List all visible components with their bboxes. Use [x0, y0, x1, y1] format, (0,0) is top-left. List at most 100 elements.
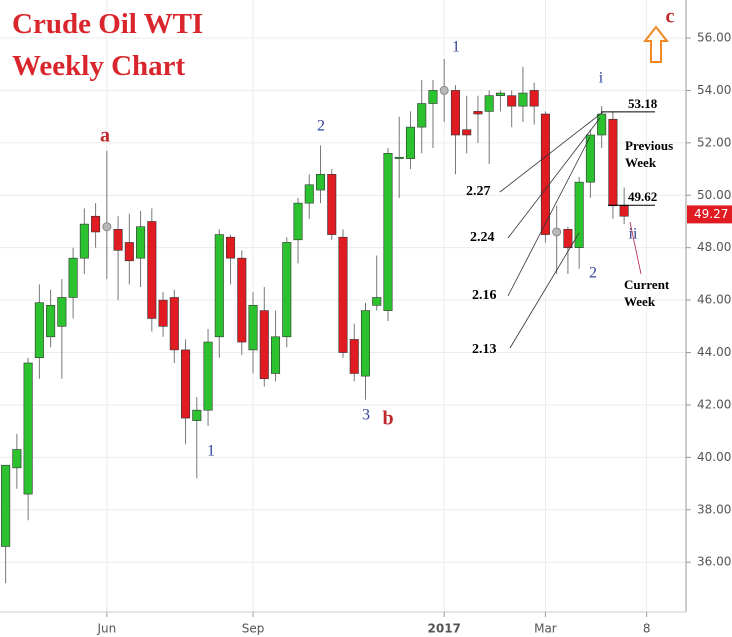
candle-body	[428, 90, 438, 104]
ratio-label: 2.13	[472, 342, 497, 357]
y-tick-label: 52.00	[697, 135, 731, 149]
wave-label: b	[382, 408, 393, 430]
y-tick-label: 46.00	[697, 293, 731, 307]
candle-body	[113, 229, 123, 251]
candle-body	[315, 173, 326, 191]
candle-body	[192, 409, 202, 421]
last-price-box	[687, 205, 732, 224]
candle-body	[394, 156, 404, 159]
candle-body	[259, 310, 269, 380]
candle-body	[338, 236, 348, 353]
candle-body	[23, 362, 33, 495]
note: Previous Week	[625, 138, 674, 170]
x-tick-label: 2017	[428, 622, 461, 636]
candle-body	[271, 336, 281, 374]
y-tick-label: 54.00	[697, 83, 731, 97]
candle-body	[181, 349, 191, 419]
wave-label: 3	[362, 407, 370, 424]
candle-body	[147, 221, 157, 319]
candle-body	[158, 299, 168, 327]
candle-body	[417, 103, 427, 128]
candle-body	[608, 118, 618, 207]
candle-body	[372, 297, 382, 306]
arrow-icon	[642, 25, 670, 63]
candle-doji	[439, 85, 449, 95]
candle-body	[237, 257, 247, 343]
y-tick-label: 38.00	[697, 502, 731, 516]
candle-body	[574, 181, 584, 248]
candle-body	[1, 464, 11, 547]
chart-subtitle: Weekly Chart	[12, 50, 186, 82]
y-tick-label: 48.00	[697, 240, 731, 254]
ratio-line	[507, 117, 601, 239]
x-tick-label: Jun	[96, 622, 116, 636]
candle-doji	[102, 222, 112, 232]
candle-body	[349, 339, 359, 374]
chart-title: Crude Oil WTI	[12, 8, 204, 40]
y-tick-label: 40.00	[697, 450, 731, 464]
candle-body	[124, 242, 134, 262]
candle-body	[518, 92, 528, 107]
note: Current Week	[624, 277, 670, 309]
y-tick-label: 44.00	[697, 345, 731, 359]
x-tick-label: 8	[643, 622, 651, 636]
level-label: 49.62	[628, 189, 657, 204]
wave-label: c	[666, 6, 675, 28]
candle-body	[214, 234, 224, 338]
candle-body	[405, 126, 415, 159]
candle-body	[495, 92, 505, 96]
candle-body	[619, 205, 629, 217]
candle-body	[248, 305, 258, 351]
candle-body	[282, 242, 292, 338]
ratio-line	[499, 111, 604, 193]
wave-label: 1	[452, 39, 460, 56]
ratio-label: 2.27	[466, 184, 491, 199]
wave-label: 2	[317, 118, 325, 135]
candle-body	[169, 297, 179, 351]
x-tick-label: Sep	[242, 622, 265, 636]
candle-body	[540, 113, 550, 235]
candle-body	[462, 129, 472, 136]
wave-label: a	[100, 125, 110, 147]
candle-body	[383, 153, 393, 311]
candle-body	[484, 95, 494, 112]
level-label: 53.18	[628, 96, 658, 111]
candle-body	[34, 302, 44, 359]
candle-body	[327, 173, 337, 235]
candle-body	[507, 95, 517, 107]
candle-body	[293, 202, 303, 241]
ratio-line	[507, 136, 591, 297]
candle-body	[12, 449, 22, 469]
candle-body	[529, 90, 539, 107]
wave-label: 2	[589, 265, 597, 282]
x-tick-label: Mar	[534, 622, 557, 636]
candle-body	[473, 111, 483, 115]
candle-body	[585, 134, 595, 183]
candle-body	[203, 341, 213, 411]
candle-body	[136, 226, 146, 259]
candle-body	[91, 215, 101, 233]
candle-body	[226, 236, 236, 259]
last-price-label: 49.27	[694, 207, 728, 221]
wave-label: i	[599, 70, 604, 87]
candle-body	[304, 184, 314, 204]
candle-body	[57, 297, 67, 327]
ratio-label: 2.24	[470, 230, 495, 245]
y-tick-label: 42.00	[697, 397, 731, 411]
candle-body	[597, 113, 607, 136]
ratio-label: 2.16	[472, 288, 497, 303]
y-tick-label: 56.00	[697, 31, 731, 45]
wave-label: ii	[629, 226, 638, 243]
candle-doji	[552, 227, 562, 237]
candle-body	[360, 310, 371, 377]
candle-body	[79, 223, 89, 259]
wave-label: 1	[207, 443, 215, 460]
note-pointer	[629, 221, 642, 275]
y-tick-label: 50.00	[697, 188, 731, 202]
candle-body	[450, 90, 460, 136]
candle-body	[563, 229, 573, 248]
candle-body	[46, 305, 56, 338]
ratio-line	[509, 232, 580, 349]
